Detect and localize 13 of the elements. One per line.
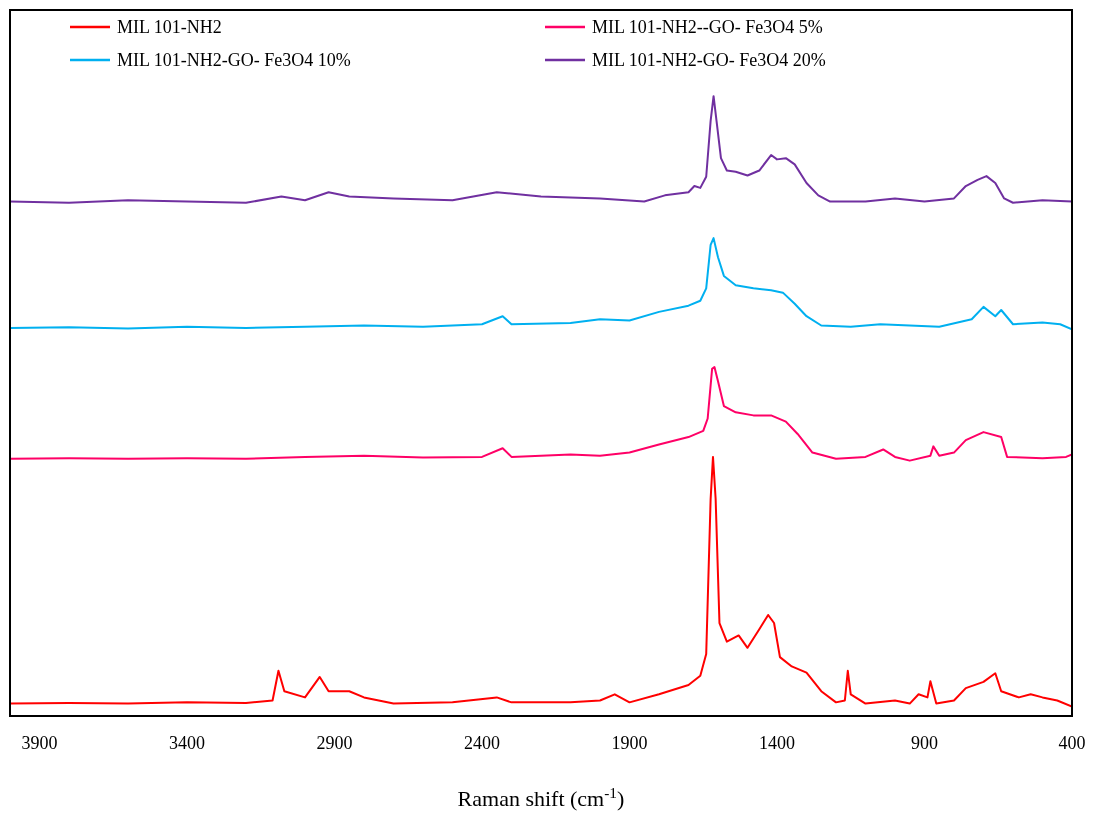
legend-label: MIL 101-NH2--GO- Fe3O4 5% [592, 17, 823, 37]
x-tick-label: 3900 [21, 733, 58, 753]
x-tick-label: 900 [911, 733, 938, 753]
x-tick-label: 3400 [169, 733, 205, 753]
x-tick-label: 1400 [759, 733, 795, 753]
legend-label: MIL 101-NH2 [117, 17, 222, 37]
x-axis-title: Raman shift (cm$^{-1}$) [457, 783, 625, 811]
legend-label: MIL 101-NH2-GO- Fe3O4 20% [592, 50, 826, 70]
legend-label: MIL 101-NH2-GO- Fe3O4 10% [117, 50, 351, 70]
x-tick-label: 2400 [464, 733, 500, 753]
x-tick-label: 1900 [611, 733, 648, 753]
x-tick-label: 2900 [316, 733, 353, 753]
x-tick-label: 400 [1058, 733, 1086, 753]
